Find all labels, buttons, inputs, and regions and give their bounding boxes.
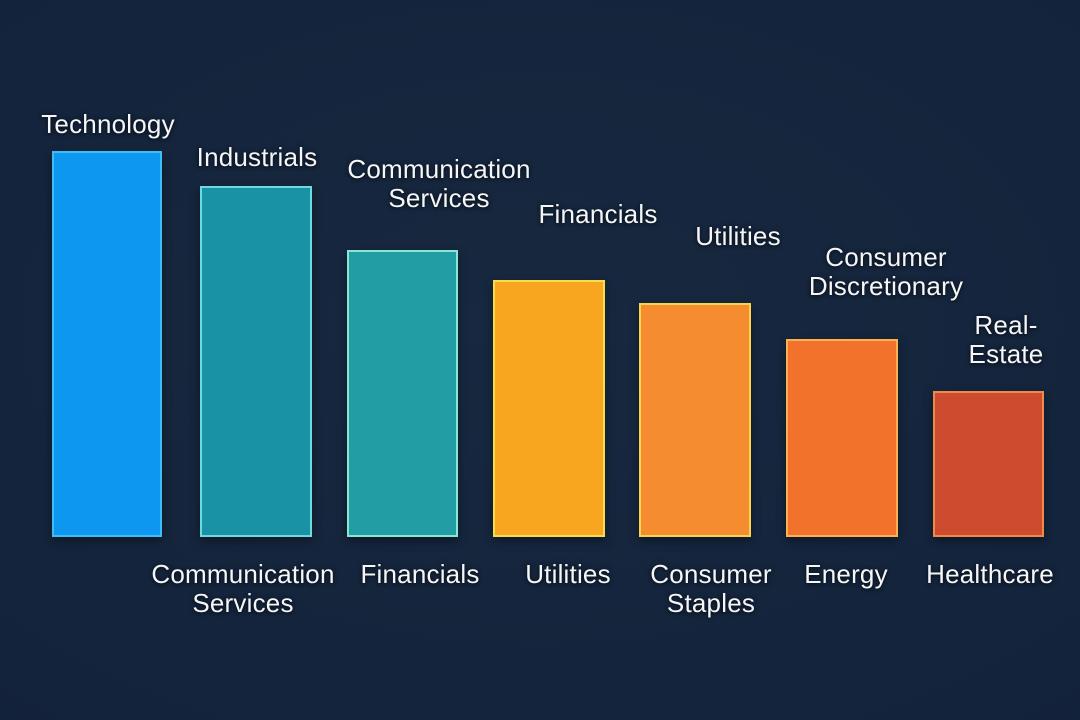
label-bottom-healthcare: Healthcare [926,559,1054,589]
label-bottom-consumer-staples: Consumer Staples [650,559,772,618]
bar-communication-services [347,250,458,537]
bar-real-estate [933,391,1044,537]
label-bottom-utilities: Utilities [525,559,611,589]
label-bottom-financials: Financials [360,559,480,589]
label-top-real-estate: Real- Estate [968,310,1044,369]
bar-technology [52,151,162,537]
label-top-utilities: Utilities [695,221,781,251]
label-bottom-communication-services: Communication Services [151,559,335,618]
label-top-technology: Technology [41,109,175,139]
label-top-communication-services: Communication Services [347,154,531,213]
label-bottom-energy: Energy [804,559,888,589]
label-top-consumer-discretionary: Consumer Discretionary [808,242,964,301]
label-top-industrials: Industrials [196,142,318,172]
label-top-financials: Financials [538,199,658,229]
bar-industrials [200,186,312,537]
bar-utilities [639,303,751,537]
bar-financials [493,280,605,537]
bar-consumer-discretionary [786,339,898,537]
